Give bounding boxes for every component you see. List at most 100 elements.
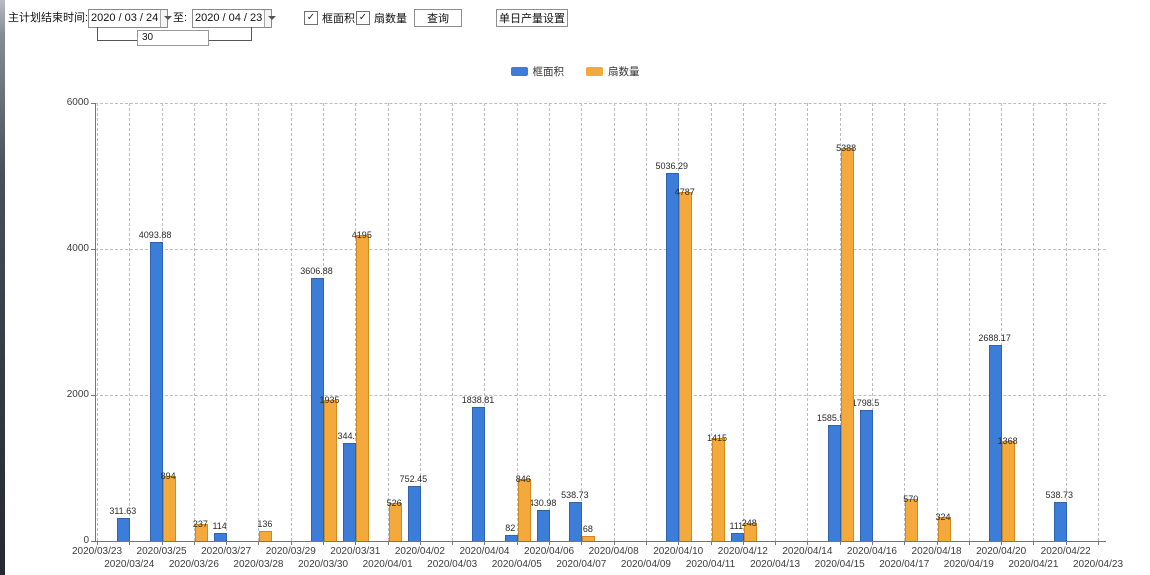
bar-sash-count bbox=[679, 191, 693, 541]
bar-sash-count bbox=[840, 147, 854, 541]
bar-value-label: 5036.29 bbox=[655, 161, 688, 172]
bar-value-label: 3606.88 bbox=[300, 265, 333, 276]
x-axis-label: 2020/04/12 bbox=[717, 546, 768, 557]
legend-swatch-icon bbox=[586, 67, 603, 76]
x-axis-tick bbox=[129, 541, 131, 545]
plan-end-time-label: 主计划结束时间: bbox=[8, 12, 89, 24]
x-gridline bbox=[807, 103, 809, 541]
bar-frame-area bbox=[730, 532, 744, 541]
x-axis-label: 2020/03/23 bbox=[71, 546, 123, 557]
bar-sash-count bbox=[743, 522, 757, 541]
legend-label: 扇数量 bbox=[608, 66, 640, 78]
x-gridline bbox=[484, 103, 486, 541]
x-axis-label: 2020/04/01 bbox=[362, 559, 413, 570]
x-axis-tick bbox=[355, 541, 357, 545]
bar-frame-area bbox=[214, 532, 228, 541]
x-axis-tick bbox=[97, 541, 98, 545]
checkbox-checked-icon[interactable]: ✓ bbox=[356, 10, 370, 25]
frame-area-checkbox[interactable]: ✓ 框面积 bbox=[304, 9, 355, 26]
bar-frame-area bbox=[827, 425, 841, 541]
end-date-dropdown-button[interactable] bbox=[264, 10, 277, 27]
bar-value-label: 5388 bbox=[836, 142, 857, 153]
x-axis-label: 2020/04/02 bbox=[394, 546, 445, 557]
x-axis-tick bbox=[839, 541, 841, 545]
bar-value-label: 1798.5 bbox=[851, 397, 880, 408]
bar-value-label: 1368 bbox=[997, 436, 1018, 447]
x-axis-label: 2020/04/06 bbox=[524, 546, 575, 557]
x-gridline bbox=[936, 103, 938, 541]
x-axis-label: 2020/03/28 bbox=[233, 559, 284, 570]
x-axis-label: 2020/03/25 bbox=[136, 546, 187, 557]
bar-sash-count bbox=[388, 502, 402, 541]
x-axis-tick bbox=[193, 541, 195, 545]
bar-value-label: 68 bbox=[582, 524, 593, 535]
interval-days-value: 30 bbox=[142, 32, 154, 43]
bar-value-label: 311.63 bbox=[109, 506, 137, 517]
bar-value-label: 1415 bbox=[707, 432, 728, 443]
legend-label: 框面积 bbox=[532, 66, 565, 78]
y-gridline bbox=[95, 249, 1106, 250]
bar-value-label: 237 bbox=[192, 518, 208, 529]
bar-frame-area bbox=[311, 277, 325, 541]
x-axis-label: 2020/04/14 bbox=[782, 546, 833, 557]
start-date-dropdown-button[interactable] bbox=[160, 10, 173, 27]
start-date-value[interactable]: 2020 / 03 / 24 bbox=[91, 12, 159, 24]
y-gridline bbox=[95, 395, 1106, 396]
x-gridline bbox=[613, 103, 615, 541]
x-axis-line bbox=[95, 541, 1106, 542]
x-axis-tick bbox=[807, 541, 809, 545]
x-axis-tick bbox=[1098, 541, 1099, 545]
y-axis-line bbox=[95, 103, 96, 541]
bar-sash-count bbox=[582, 536, 596, 541]
daily-output-settings-button[interactable]: 单日产量设置 bbox=[496, 9, 568, 27]
y-axis-label: 6000 bbox=[66, 97, 89, 108]
x-axis-label: 2020/04/13 bbox=[750, 559, 801, 570]
query-button[interactable]: 查询 bbox=[414, 9, 462, 27]
checkbox-checked-icon[interactable]: ✓ bbox=[304, 10, 318, 25]
connector-line-left bbox=[97, 27, 139, 41]
x-axis-tick bbox=[484, 541, 486, 545]
bar-sash-count bbox=[259, 531, 273, 541]
sash-count-checkbox[interactable]: ✓ 扇数量 bbox=[356, 9, 407, 26]
legend-swatch-icon bbox=[510, 67, 528, 76]
x-axis-tick bbox=[613, 541, 615, 545]
x-axis-label: 2020/04/05 bbox=[491, 559, 542, 570]
bar-sash-count bbox=[356, 234, 370, 541]
x-axis-tick bbox=[936, 541, 938, 545]
x-axis-tick bbox=[581, 541, 583, 545]
bar-value-label: 1935 bbox=[319, 394, 340, 405]
x-gridline bbox=[355, 103, 357, 541]
x-axis-label: 2020/04/16 bbox=[846, 546, 897, 557]
x-axis-tick bbox=[290, 541, 292, 545]
x-axis-label: 2020/04/23 bbox=[1072, 559, 1124, 570]
y-axis-label: 2000 bbox=[66, 389, 89, 400]
x-axis-tick bbox=[645, 541, 647, 545]
end-date-value[interactable]: 2020 / 04 / 23 bbox=[195, 12, 263, 24]
bar-sash-count bbox=[1002, 441, 1016, 541]
start-date-picker[interactable]: 2020 / 03 / 24 bbox=[88, 9, 173, 28]
x-axis-tick bbox=[549, 541, 551, 545]
x-axis-tick bbox=[1033, 541, 1035, 545]
x-gridline bbox=[419, 103, 421, 541]
x-gridline bbox=[1065, 103, 1067, 541]
interval-days-input[interactable]: 30 bbox=[137, 30, 209, 46]
x-gridline bbox=[387, 103, 389, 541]
bar-value-label: 4787 bbox=[674, 186, 695, 197]
x-axis-tick bbox=[258, 541, 260, 545]
connector-line-right bbox=[203, 27, 252, 41]
bar-value-label: 430.98 bbox=[528, 497, 557, 508]
bar-frame-area bbox=[504, 535, 518, 541]
x-axis-tick bbox=[387, 541, 389, 545]
x-axis-label: 2020/04/22 bbox=[1040, 546, 1091, 557]
x-axis-label: 2020/04/08 bbox=[588, 546, 639, 557]
end-date-picker[interactable]: 2020 / 04 / 23 bbox=[192, 9, 277, 28]
y-axis-tick bbox=[91, 395, 95, 396]
legend-item: 扇数量 bbox=[586, 64, 640, 79]
bar-frame-area bbox=[859, 409, 873, 541]
x-gridline bbox=[1001, 103, 1003, 541]
x-axis-tick bbox=[516, 541, 518, 545]
x-axis-label: 2020/04/07 bbox=[556, 559, 607, 570]
x-gridline bbox=[581, 103, 583, 541]
x-axis-label: 2020/04/19 bbox=[943, 559, 994, 570]
x-axis-tick bbox=[323, 541, 325, 545]
